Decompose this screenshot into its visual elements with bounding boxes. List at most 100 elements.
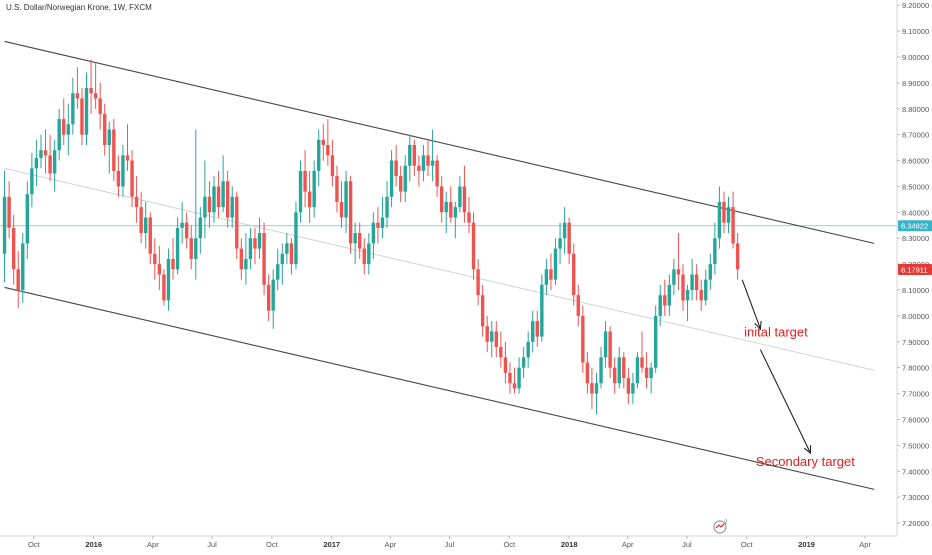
candle[interactable] xyxy=(144,201,148,249)
candles-layer[interactable] xyxy=(2,59,740,415)
candle[interactable] xyxy=(280,243,285,285)
candle[interactable] xyxy=(130,150,134,208)
candle[interactable] xyxy=(266,274,271,322)
candle[interactable] xyxy=(690,258,694,301)
candle[interactable] xyxy=(544,258,549,296)
candle[interactable] xyxy=(672,258,676,296)
candle[interactable] xyxy=(239,238,244,280)
candle[interactable] xyxy=(348,176,353,254)
candle[interactable] xyxy=(462,165,467,223)
candle[interactable] xyxy=(153,238,157,280)
candle[interactable] xyxy=(558,222,562,265)
candle[interactable] xyxy=(16,251,20,309)
candle[interactable] xyxy=(362,238,366,275)
candle[interactable] xyxy=(590,367,594,410)
candle[interactable] xyxy=(644,352,649,389)
candle[interactable] xyxy=(521,346,526,379)
candle[interactable] xyxy=(453,201,458,239)
candle[interactable] xyxy=(467,196,471,234)
candle[interactable] xyxy=(471,212,476,280)
candle[interactable] xyxy=(694,264,699,301)
candle[interactable] xyxy=(449,186,453,223)
annotation-labels[interactable]: inital target Secondary target xyxy=(744,325,855,469)
candle[interactable] xyxy=(89,59,93,114)
time-axis[interactable]: Oct 2016 Apr Jul Oct 2017 Apr Jul Oct 2018 Apr Jul O… xyxy=(0,535,897,549)
candle[interactable] xyxy=(84,72,89,146)
candle[interactable] xyxy=(121,145,125,197)
candle[interactable] xyxy=(71,77,75,135)
candle[interactable] xyxy=(194,129,198,280)
candle[interactable] xyxy=(248,227,253,270)
candle[interactable] xyxy=(317,129,321,187)
candle[interactable] xyxy=(107,121,111,174)
candle[interactable] xyxy=(585,352,590,394)
candle[interactable] xyxy=(244,233,248,285)
candle[interactable] xyxy=(62,98,66,146)
candle[interactable] xyxy=(408,134,412,182)
candle[interactable] xyxy=(708,253,713,291)
candle[interactable] xyxy=(417,155,421,187)
candle[interactable] xyxy=(371,212,376,259)
channel-upper-line[interactable] xyxy=(4,40,875,244)
candle[interactable] xyxy=(116,155,121,197)
candle[interactable] xyxy=(535,310,539,347)
candle[interactable] xyxy=(594,372,599,415)
candle[interactable] xyxy=(412,139,417,177)
candle[interactable] xyxy=(421,145,426,182)
candle[interactable] xyxy=(490,321,494,358)
candle[interactable] xyxy=(330,139,335,187)
candle[interactable] xyxy=(549,253,553,291)
candle[interactable] xyxy=(48,134,52,182)
candle[interactable] xyxy=(157,245,162,291)
candle[interactable] xyxy=(717,186,722,249)
candle[interactable] xyxy=(294,201,298,270)
arrow-2[interactable] xyxy=(759,349,812,455)
candle[interactable] xyxy=(66,103,70,156)
candle[interactable] xyxy=(198,207,203,254)
candle[interactable] xyxy=(626,367,631,404)
candle[interactable] xyxy=(175,217,180,275)
candle[interactable] xyxy=(184,212,189,249)
channel-midline[interactable] xyxy=(4,167,875,371)
candle[interactable] xyxy=(617,346,621,389)
candle[interactable] xyxy=(43,129,48,174)
candle[interactable] xyxy=(444,191,448,234)
candle[interactable] xyxy=(426,139,430,177)
candle[interactable] xyxy=(517,357,521,394)
candle[interactable] xyxy=(39,134,43,169)
candle[interactable] xyxy=(2,170,7,283)
candle[interactable] xyxy=(667,274,672,316)
candle[interactable] xyxy=(403,155,407,202)
candle[interactable] xyxy=(726,196,731,234)
candle[interactable] xyxy=(162,269,166,306)
candle[interactable] xyxy=(216,170,221,218)
candle[interactable] xyxy=(276,248,280,291)
candle[interactable] xyxy=(635,352,640,389)
candle[interactable] xyxy=(380,196,385,239)
candle[interactable] xyxy=(235,191,239,259)
candle[interactable] xyxy=(494,321,499,358)
candle[interactable] xyxy=(480,284,485,337)
candle[interactable] xyxy=(704,269,708,306)
candle[interactable] xyxy=(713,222,717,275)
candle[interactable] xyxy=(225,170,230,228)
candle[interactable] xyxy=(321,124,325,161)
candle[interactable] xyxy=(608,326,612,379)
candle[interactable] xyxy=(57,108,61,161)
candle[interactable] xyxy=(553,238,558,285)
candle[interactable] xyxy=(394,145,398,187)
candle[interactable] xyxy=(30,152,34,208)
candle[interactable] xyxy=(139,191,143,244)
candle[interactable] xyxy=(112,119,116,182)
candle[interactable] xyxy=(25,181,30,259)
candle[interactable] xyxy=(458,176,462,213)
candle[interactable] xyxy=(581,305,585,373)
candle[interactable] xyxy=(512,367,517,394)
candle[interactable] xyxy=(367,233,371,275)
candle[interactable] xyxy=(180,201,184,244)
candle[interactable] xyxy=(649,362,653,394)
candle[interactable] xyxy=(271,269,275,329)
candle[interactable] xyxy=(631,372,635,404)
candle[interactable] xyxy=(735,233,740,280)
